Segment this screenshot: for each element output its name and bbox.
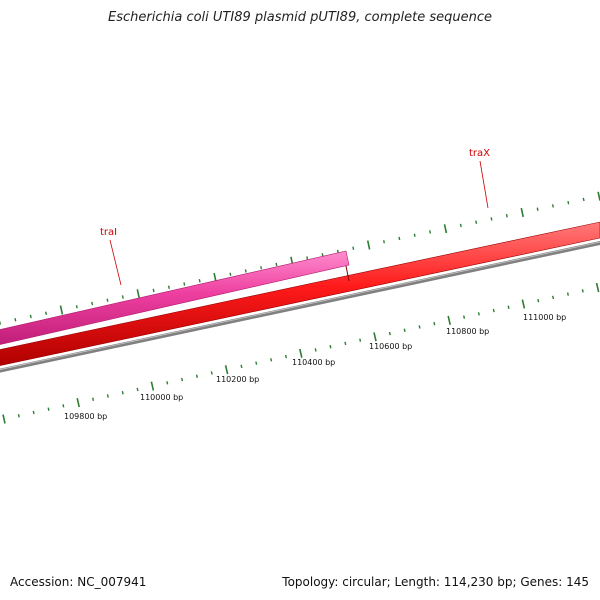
minor-tick [433,321,436,326]
minor-tick [32,410,35,415]
major-tick [2,414,6,424]
inner-tick-ring [2,282,600,424]
minor-tick [29,314,32,319]
minor-tick [551,204,554,208]
minor-tick [537,298,540,303]
minor-tick [121,295,124,299]
minor-tick [329,344,332,349]
trai-pointer-line [109,239,122,286]
minor-tick [275,262,278,267]
minor-tick [284,354,287,359]
gene-boundary [345,265,350,282]
minor-tick [75,305,78,309]
minor-tick [152,288,155,293]
map-title: Escherichia coli UTI89 plasmid pUTI89, c… [108,10,492,25]
accession-text: Accession: NC_007941 [10,575,147,589]
scale-label: 110600 bp [369,342,412,351]
minor-tick [17,414,20,418]
scale-label: 109800 bp [64,412,107,421]
minor-tick [91,301,94,306]
minor-tick [106,394,109,398]
minor-tick [306,256,309,260]
minor-tick [344,341,347,346]
minor-tick [270,358,273,362]
minor-tick [121,390,124,395]
major-tick [521,299,526,309]
minor-tick [210,371,213,375]
minor-tick [352,246,355,250]
gene-label-trax[interactable]: traX [469,148,490,159]
scale-label: 110200 bp [216,375,259,384]
minor-tick [477,312,480,316]
major-tick [224,365,229,375]
minor-tick [490,217,493,221]
gene-arrow-trai[interactable] [0,250,350,345]
minor-tick [198,279,201,283]
minor-tick [418,325,421,329]
minor-tick [45,311,48,315]
major-tick [373,332,377,342]
minor-tick [552,295,555,300]
trax-pointer-line [479,160,489,209]
major-tick [447,315,451,325]
gene-arrow-trax[interactable] [0,221,600,366]
minor-tick [195,374,198,378]
minor-tick [244,269,247,273]
minor-tick [581,289,584,293]
minor-tick [229,272,232,276]
major-tick [366,240,371,250]
minor-tick [183,282,186,286]
minor-tick [92,397,95,401]
minor-tick [383,240,385,244]
sequence-summary: Topology: circular; Length: 114,230 bp; … [282,575,589,589]
minor-tick [314,348,317,352]
minor-tick [582,197,585,202]
minor-tick [492,308,495,313]
major-tick [299,348,303,358]
minor-tick [536,207,539,211]
minor-tick [255,361,258,365]
minor-tick [47,407,50,411]
minor-tick [429,230,432,234]
major-tick [59,305,64,315]
scale-label: 110800 bp [446,327,489,336]
minor-tick [62,404,65,408]
major-tick [520,207,524,218]
backbone-highlight [0,241,600,370]
minor-tick [359,338,362,342]
minor-tick [475,220,478,224]
minor-tick [388,331,391,336]
minor-tick [181,377,184,382]
minor-tick [336,249,339,254]
minor-tick [167,285,170,289]
minor-tick [106,298,109,302]
minor-tick [566,292,569,296]
minor-tick [136,387,139,392]
scale-label: 110400 bp [292,358,335,367]
minor-tick [507,305,510,309]
major-tick [136,289,140,299]
scale-label: 111000 bp [523,313,566,322]
minor-tick [398,236,401,241]
major-tick [76,398,80,408]
scale-label: 110000 bp [140,393,183,402]
minor-tick [321,253,324,257]
major-tick [595,282,600,293]
minor-tick [567,200,570,205]
major-tick [150,381,155,391]
minor-tick [260,266,263,270]
minor-tick [240,364,243,369]
minor-tick [413,233,416,237]
minor-tick [459,223,462,228]
outer-tick-ring [0,191,600,325]
minor-tick [505,213,508,218]
minor-tick [14,318,17,322]
minor-tick [463,315,466,319]
major-tick [443,224,448,234]
gene-label-trai[interactable]: traI [100,227,117,238]
minor-tick [166,381,169,385]
minor-tick [403,328,406,332]
